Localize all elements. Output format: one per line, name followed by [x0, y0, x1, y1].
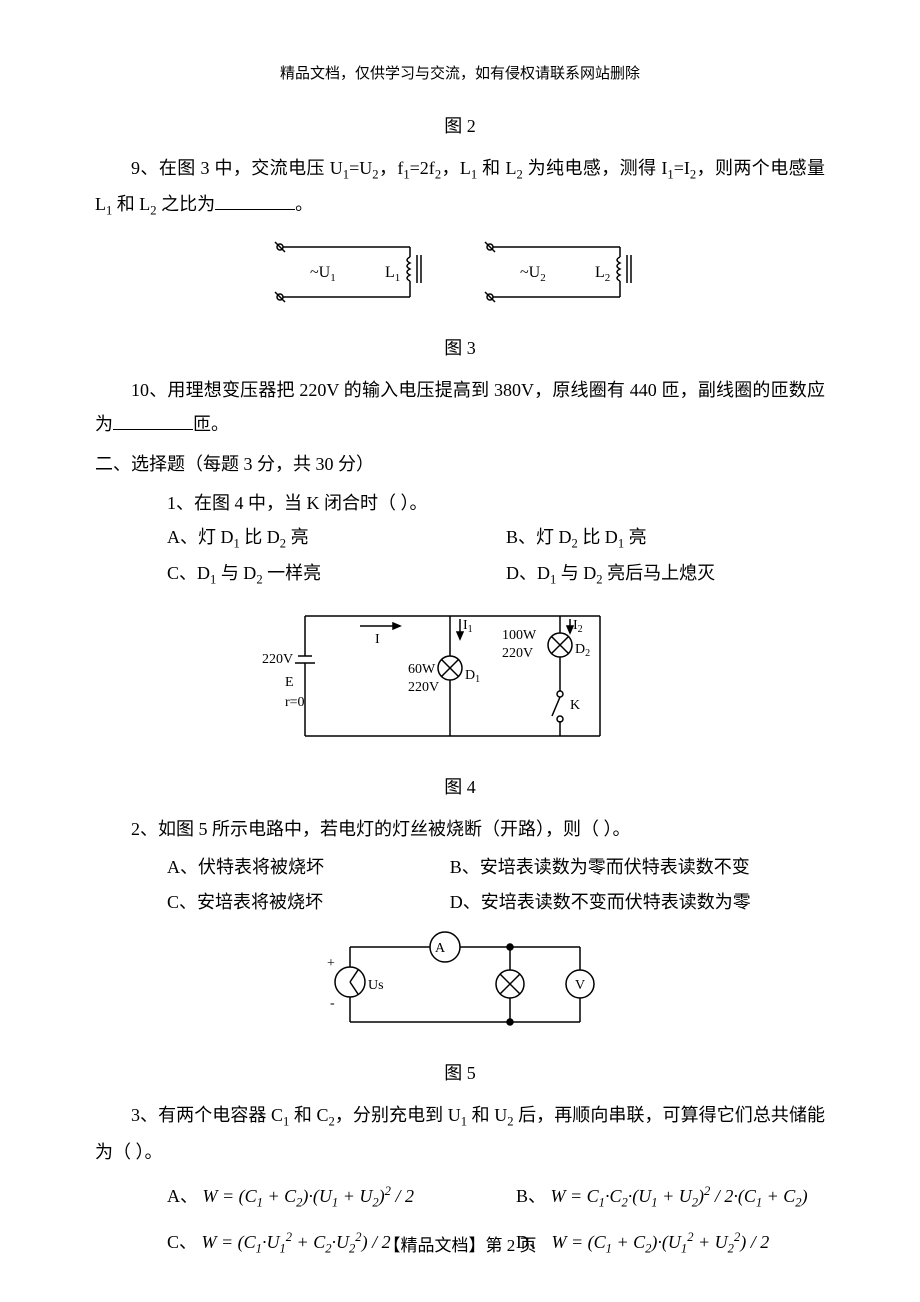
fig4-svg: 220V E r=0 I I1 I2 60W 220V D1 100W 220V… — [95, 601, 825, 762]
q9-frag: 9、在图 3 中，交流电压 U — [131, 158, 343, 178]
q10-text: 10、用理想变压器把 220V 的输入电压提高到 380V，原线圈有 440 匝… — [95, 373, 825, 441]
svg-text:I: I — [375, 632, 380, 647]
svg-text:~U2: ~U2 — [520, 264, 546, 284]
q3-optB: B、 W = C1·C2·(U1 + U2)2 / 2·(C1 + C2) — [516, 1179, 825, 1216]
svg-text:A: A — [435, 941, 446, 956]
q1-options-row1: A、灯 D1 比 D2 亮 B、灯 D2 比 D1 亮 — [95, 520, 825, 557]
q9-frag: =2f — [410, 158, 435, 178]
blank-field — [113, 412, 193, 430]
svg-text:60W: 60W — [408, 662, 436, 677]
svg-text:Us: Us — [368, 978, 384, 993]
fig2-caption: 图 2 — [95, 109, 825, 143]
q1-optB: B、灯 D2 比 D1 亮 — [506, 520, 825, 557]
fig5-caption: 图 5 — [95, 1056, 825, 1090]
q9-frag: 之比为 — [157, 194, 216, 214]
page-footer: 【精品文档】第 2 页 — [0, 1230, 920, 1262]
q2-optD: D、安培表读数不变而伏特表读数为零 — [450, 885, 825, 919]
q9-text: 9、在图 3 中，交流电压 U1=U2，f1=2f2，L1 和 L2 为纯电感，… — [95, 151, 825, 224]
fig4-caption: 图 4 — [95, 770, 825, 804]
q1-optD: D、D1 与 D2 亮后马上熄灭 — [506, 556, 825, 593]
svg-text:K: K — [570, 698, 580, 713]
svg-text:+: + — [327, 956, 335, 971]
q9-frag: ，L — [441, 158, 471, 178]
q1-optC: C、D1 与 D2 一样亮 — [167, 556, 486, 593]
svg-text:r=0: r=0 — [285, 695, 305, 710]
svg-text:220V: 220V — [262, 652, 293, 667]
q1-optA: A、灯 D1 比 D2 亮 — [167, 520, 486, 557]
q9-frag: =I — [674, 158, 690, 178]
svg-text:L2: L2 — [595, 264, 610, 284]
svg-text:~U1: ~U1 — [310, 264, 336, 284]
q2-stem: 2、如图 5 所示电路中，若电灯的灯丝被烧断（开路），则（ ）。 — [95, 812, 825, 846]
q3-optA: A、 W = (C1 + C2)·(U1 + U2)2 / 2 — [167, 1179, 476, 1216]
q9-frag: 和 L — [112, 194, 150, 214]
q10-frag: 匝。 — [193, 414, 229, 434]
q9-frag: 为纯电感，测得 I — [523, 158, 668, 178]
svg-text:D1: D1 — [465, 668, 480, 685]
svg-text:L1: L1 — [385, 264, 400, 284]
q2-optB: B、安培表读数为零而伏特表读数不变 — [450, 850, 825, 884]
svg-text:220V: 220V — [502, 646, 533, 661]
fig3-svg: ~U1 L1 ~U2 L2 — [95, 232, 825, 323]
q9-frag: ，f — [379, 158, 404, 178]
svg-text:100W: 100W — [502, 628, 537, 643]
q3-text: 3、有两个电容器 C1 和 C2，分别充电到 U1 和 U2 后，再顺向串联，可… — [95, 1098, 825, 1169]
q1-options-row2: C、D1 与 D2 一样亮 D、D1 与 D2 亮后马上熄灭 — [95, 556, 825, 593]
fig5-svg: A Us V + - — [95, 927, 825, 1048]
q9-frag: =U — [349, 158, 372, 178]
svg-text:-: - — [330, 996, 335, 1011]
svg-text:D2: D2 — [575, 642, 590, 659]
svg-text:V: V — [575, 978, 585, 993]
q2-options-row2: C、安培表将被烧坏 D、安培表读数不变而伏特表读数为零 — [95, 885, 825, 919]
blank-field — [215, 192, 295, 210]
header-notice: 精品文档，仅供学习与交流，如有侵权请联系网站删除 — [95, 60, 825, 89]
q9-frag: 。 — [295, 194, 313, 214]
q3-formula-row1: A、 W = (C1 + C2)·(U1 + U2)2 / 2 B、 W = C… — [95, 1179, 825, 1216]
fig3-caption: 图 3 — [95, 331, 825, 365]
q9-frag: 和 L — [477, 158, 516, 178]
svg-text:I1: I1 — [463, 618, 473, 635]
section2-title: 二、选择题（每题 3 分，共 30 分） — [95, 447, 825, 481]
svg-text:220V: 220V — [408, 680, 439, 695]
svg-text:I2: I2 — [573, 618, 583, 635]
q2-options-row1: A、伏特表将被烧坏 B、安培表读数为零而伏特表读数不变 — [95, 850, 825, 884]
q2-optC: C、安培表将被烧坏 — [167, 885, 430, 919]
q2-optA: A、伏特表将被烧坏 — [167, 850, 430, 884]
q1-stem: 1、在图 4 中，当 K 闭合时（ ）。 — [95, 486, 825, 520]
svg-text:E: E — [285, 675, 294, 690]
